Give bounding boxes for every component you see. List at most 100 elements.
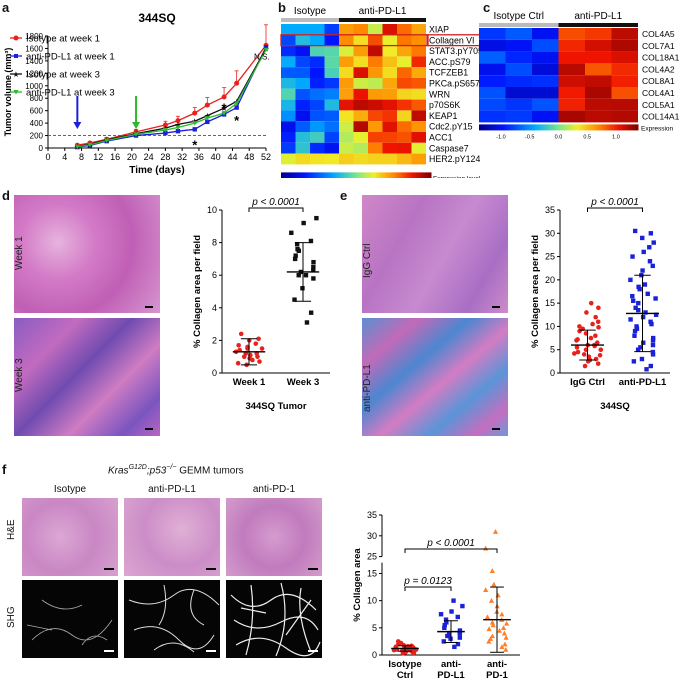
colorbar-segment <box>571 124 575 131</box>
data-point <box>636 300 641 306</box>
data-point <box>495 592 501 598</box>
row-label: COL18A1 <box>642 53 680 63</box>
heatmap-cell <box>532 63 559 76</box>
data-point <box>631 359 637 364</box>
data-point <box>637 286 642 292</box>
significance-bracket <box>248 207 304 212</box>
heatmap-cell <box>310 99 325 111</box>
x-category-label: IgG Ctrl <box>570 377 605 388</box>
heatmap-cell <box>397 34 412 46</box>
heatmap-cell <box>353 67 368 78</box>
heatmap-cell <box>411 132 426 143</box>
scale-bar <box>104 568 114 570</box>
heatmap-cell <box>479 39 506 52</box>
data-point <box>572 351 577 356</box>
heatmap-cell <box>382 78 397 89</box>
heatmap-cell <box>310 132 325 143</box>
data-point <box>636 284 641 290</box>
colorbar-segment <box>582 124 586 131</box>
data-point <box>235 360 241 366</box>
data-point <box>575 349 581 355</box>
group-label-isotype: Isotype <box>294 6 327 17</box>
x-tick-label: 12 <box>93 152 103 162</box>
colorbar-segment <box>497 124 501 131</box>
data-point <box>632 333 637 338</box>
row-label: Caspase7 <box>429 143 469 153</box>
data-point <box>443 617 449 622</box>
data-point <box>499 644 505 650</box>
data-point <box>234 101 240 106</box>
data-point <box>444 620 449 625</box>
scale-bar <box>492 428 500 430</box>
data-point <box>593 314 598 320</box>
heatmap-cell <box>295 56 310 68</box>
data-point <box>442 622 447 628</box>
scale-bar <box>145 306 153 308</box>
colorbar-segment <box>619 124 623 131</box>
x-category-label: Ctrl <box>397 670 413 681</box>
data-point <box>405 644 411 649</box>
heatmap-cell <box>411 78 426 89</box>
colorbar-segment <box>286 172 289 178</box>
row-label: p70S6K <box>429 100 460 110</box>
heatmap-cell <box>532 98 559 111</box>
data-point <box>192 121 198 126</box>
colorbar-segment <box>595 124 599 131</box>
y-tick-label: 1200 <box>25 69 43 78</box>
x-tick-label: 0 <box>45 152 50 162</box>
heatmap-cell <box>295 34 310 46</box>
x-tick-label: 44 <box>227 152 237 162</box>
heatmap-cell <box>558 87 585 99</box>
panel-e-label: e <box>340 188 348 203</box>
colorbar-segment <box>343 172 347 178</box>
data-point <box>596 305 601 311</box>
heatmap-cell <box>397 99 412 111</box>
colorbar-segment <box>421 172 424 178</box>
group-label-anti-pdl1: anti-PD-L1 <box>359 6 407 17</box>
significance-star: * <box>234 113 240 128</box>
data-point <box>588 300 594 306</box>
data-point <box>250 357 255 363</box>
scale-bar <box>206 650 216 652</box>
heatmap-cell <box>353 110 368 122</box>
scale-bar <box>308 650 318 652</box>
data-point <box>294 242 300 247</box>
heatmap-cell <box>397 45 412 57</box>
heatmap-cell <box>585 87 612 99</box>
row-label: XIAP <box>429 25 449 35</box>
y-tick-label: 25 <box>367 552 377 562</box>
colorbar-segment <box>537 124 541 131</box>
colorbar-tick: 1.0 <box>612 134 620 140</box>
row-label: COL4A1 <box>642 88 675 98</box>
x-category-label: PD-1 <box>486 670 508 681</box>
data-point <box>595 319 601 325</box>
data-point <box>234 105 239 110</box>
row-label: TCFZEB1 <box>429 68 468 78</box>
heatmap-cell <box>295 78 310 89</box>
data-point <box>221 111 227 116</box>
y-tick-label: 2 <box>212 335 217 345</box>
x-category-label: PD-L1 <box>437 670 465 681</box>
x-tick-label: 24 <box>144 152 154 162</box>
data-point <box>296 273 301 278</box>
colorbar-segment <box>590 124 594 131</box>
data-point <box>293 253 298 258</box>
colorbar-segment <box>301 172 304 178</box>
data-point <box>488 598 495 603</box>
heatmap-cell <box>295 24 310 35</box>
group-bar-isotype <box>281 18 339 22</box>
data-point <box>308 238 314 244</box>
heatmap-cell <box>611 28 638 40</box>
data-point <box>263 45 269 50</box>
heatmap-cell <box>324 121 339 132</box>
y-tick-label: 1000 <box>25 82 43 91</box>
heatmap-cell <box>310 142 325 154</box>
heatmap-cell <box>585 110 612 123</box>
heatmap-cell <box>310 153 325 165</box>
heatmap-cell <box>281 153 296 165</box>
chart-title: 344SQ <box>138 11 175 25</box>
data-point <box>653 296 658 301</box>
heatmap-cell <box>310 78 325 89</box>
panel-f-title-sup2: −/− <box>166 464 177 471</box>
